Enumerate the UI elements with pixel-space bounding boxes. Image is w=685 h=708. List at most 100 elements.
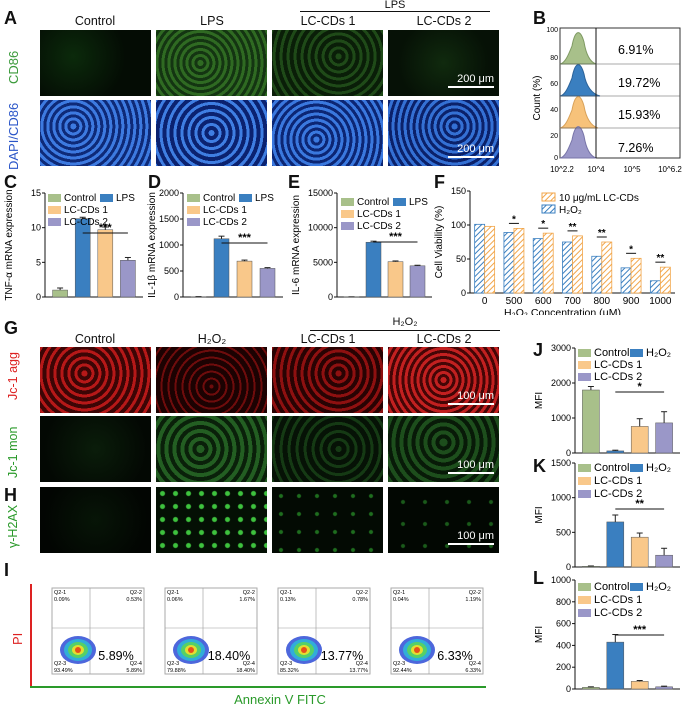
bar-lccds bbox=[513, 228, 525, 294]
panel-label-g: G bbox=[4, 318, 19, 338]
bar bbox=[655, 686, 673, 690]
micrograph-dapi-lc2 bbox=[388, 100, 499, 166]
flow-density bbox=[414, 647, 420, 653]
quadrant-label: Q2-4 bbox=[356, 661, 368, 667]
chart-ylabel: IL-6 mRNA expression bbox=[291, 195, 302, 295]
bar-lccds bbox=[659, 266, 671, 294]
panel-label-e: E bbox=[288, 172, 301, 192]
bar-h2o2 bbox=[620, 267, 632, 294]
y-tick-label: 0 bbox=[566, 448, 571, 458]
bar-h2o2 bbox=[562, 241, 573, 294]
flow-density bbox=[301, 647, 307, 653]
panel-b-frame bbox=[559, 27, 681, 159]
y-tick-label: 0 bbox=[174, 292, 179, 302]
legend-label: LC-CDs 2 bbox=[357, 221, 401, 232]
quadrant-label: Q2-2 bbox=[356, 590, 368, 596]
micrograph-h2ax-control bbox=[40, 487, 151, 553]
bar bbox=[582, 687, 600, 690]
scale-bar-g1: 100 μm bbox=[448, 390, 494, 405]
panel-i-x-axis bbox=[30, 686, 486, 688]
legend-label: LC-CDs 1 bbox=[594, 475, 642, 487]
legend-swatch bbox=[578, 349, 591, 357]
quadrant-label: Q2-1 bbox=[280, 590, 292, 596]
x-tick-label: 0 bbox=[482, 296, 488, 307]
legend-swatch bbox=[341, 198, 354, 206]
legend-label: LC-CDs 2 bbox=[594, 607, 642, 619]
bar bbox=[97, 229, 114, 298]
quadrant-big-percent: 5.89% bbox=[98, 649, 133, 663]
chart-xlabel: H₂O₂ Concentration (μM) bbox=[504, 307, 621, 315]
y-tick-label: 200 bbox=[556, 662, 571, 672]
panel-label-f: F bbox=[434, 172, 445, 192]
y-tick-label: 0 bbox=[461, 288, 466, 298]
quadrant-value: 0.78% bbox=[352, 597, 368, 603]
legend-label: H₂O₂ bbox=[646, 462, 671, 474]
legend-label: LPS bbox=[409, 197, 428, 208]
bar-lccds bbox=[630, 257, 642, 294]
legend-label: LC-CDs 1 bbox=[594, 594, 642, 606]
quadrant-value: 0.06% bbox=[167, 597, 183, 603]
micrograph-dapi-lc1 bbox=[272, 100, 383, 166]
panel-b-xtick: 10^5 bbox=[623, 165, 641, 174]
bar bbox=[259, 268, 276, 298]
micrograph-agg-lc1 bbox=[272, 347, 383, 413]
panel-a-row-label-cd86: CD86 bbox=[6, 50, 21, 84]
panel-a-col-title: LC-CDs 1 bbox=[300, 14, 356, 28]
legend-label: LC-CDs 2 bbox=[594, 371, 642, 383]
legend-label: H₂O₂ bbox=[646, 581, 671, 593]
legend-label: LC-CDs 2 bbox=[594, 488, 642, 500]
micrograph-agg-lc2 bbox=[388, 347, 499, 413]
quadrant-value: 93.49% bbox=[54, 668, 73, 674]
bar-h2o2 bbox=[474, 223, 486, 294]
legend-swatch bbox=[341, 222, 354, 230]
scale-bar-h: 100 μm bbox=[448, 530, 494, 545]
bar bbox=[74, 218, 91, 298]
chart-d: IL-1β mRNA expression 0 500 1000 1500 2000 Con… bbox=[147, 188, 283, 302]
micrograph-mon-control bbox=[40, 416, 151, 482]
quadrant-value: 5.89% bbox=[126, 668, 142, 674]
y-tick-label: 600 bbox=[556, 619, 571, 629]
chart-ylabel: Cell Viability (%) bbox=[434, 206, 445, 279]
y-tick-label: 5 bbox=[36, 257, 41, 267]
legend-swatch bbox=[630, 349, 643, 357]
y-tick-label: 10 bbox=[31, 223, 41, 233]
legend-label: H₂O₂ bbox=[646, 347, 671, 359]
quadrant-label: Q2-4 bbox=[130, 661, 142, 667]
legend-swatch bbox=[48, 194, 61, 202]
panel-b-xtick: 10^4 bbox=[587, 165, 605, 174]
bar-lccds bbox=[484, 225, 496, 294]
quadrant-value: 18.40% bbox=[236, 668, 255, 674]
y-tick-label: 0 bbox=[328, 292, 333, 302]
panel-g-row-label-agg: Jc-1 agg bbox=[6, 352, 20, 400]
bar bbox=[387, 261, 404, 298]
chart-ylabel: MFI bbox=[534, 506, 545, 523]
legend-swatch bbox=[630, 464, 643, 472]
bar-h2o2 bbox=[649, 280, 661, 294]
chart-j: MFI 0 1000 2000 3000 Control H₂O₂ LC-CDs 1LC-CD… bbox=[534, 343, 680, 458]
panel-label-i: I bbox=[4, 560, 10, 580]
y-tick-label: 150 bbox=[451, 186, 466, 196]
panel-g-group-line bbox=[310, 330, 500, 331]
significance-marker: *** bbox=[99, 222, 113, 234]
micrograph-mon-h2o2 bbox=[156, 416, 267, 482]
panel-label-j: J bbox=[533, 340, 544, 360]
panel-a-group-label: LPS bbox=[384, 0, 406, 11]
legend-label: LC-CDs 1 bbox=[64, 205, 108, 216]
quadrant-big-percent: 6.33% bbox=[437, 649, 472, 663]
micrograph-agg-h2o2 bbox=[156, 347, 267, 413]
panel-b-ytick: 60 bbox=[550, 81, 558, 88]
y-tick-label: 5000 bbox=[313, 257, 333, 267]
quadrant-value: 92.44% bbox=[393, 668, 412, 674]
y-tick-label: 400 bbox=[556, 640, 571, 650]
panel-b-pct: 19.72% bbox=[618, 76, 660, 90]
quadrant-label: Q2-1 bbox=[393, 590, 405, 596]
panel-a-group-line bbox=[300, 11, 490, 12]
bar bbox=[630, 426, 649, 454]
panel-a-col-title: LC-CDs 2 bbox=[416, 14, 472, 28]
panel-g-col-title: H₂O₂ bbox=[197, 332, 227, 346]
legend-label: LC-CDs 2 bbox=[64, 217, 108, 228]
legend-swatch bbox=[578, 609, 591, 617]
quadrant-label: Q2-1 bbox=[167, 590, 179, 596]
bar-h2o2 bbox=[503, 232, 515, 294]
legend-swatch bbox=[578, 490, 591, 498]
